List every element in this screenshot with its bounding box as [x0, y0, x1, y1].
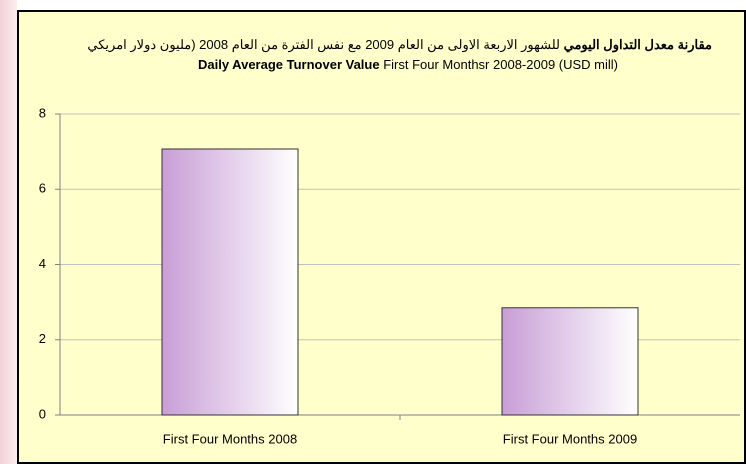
y-tick-label: 4 — [39, 256, 46, 271]
bar — [501, 307, 639, 416]
title-part: للشهور الاربعة الاولى من العام 2009 مع ن… — [87, 37, 560, 53]
y-tick-label: 0 — [39, 406, 46, 421]
x-tick-label: First Four Months 2009 — [503, 431, 637, 446]
title-bold: مقارنة معدل التداول اليومي — [564, 37, 712, 53]
title-part: First Four Monthsr 2008-2009 (USD mill) — [383, 57, 618, 72]
title-arabic: مقارنة معدل التداول اليومي للشهور الاربع… — [87, 37, 712, 53]
y-tick-label: 8 — [39, 105, 46, 120]
x-tick-label: First Four Months 2008 — [163, 431, 297, 446]
title-bold: Daily Average Turnover Value — [198, 57, 380, 72]
y-tick-label: 2 — [39, 331, 46, 346]
y-tick-label: 6 — [39, 181, 46, 196]
side-strip — [0, 0, 17, 464]
title-english: Daily Average Turnover Value First Four … — [198, 57, 618, 72]
bar — [161, 148, 299, 416]
